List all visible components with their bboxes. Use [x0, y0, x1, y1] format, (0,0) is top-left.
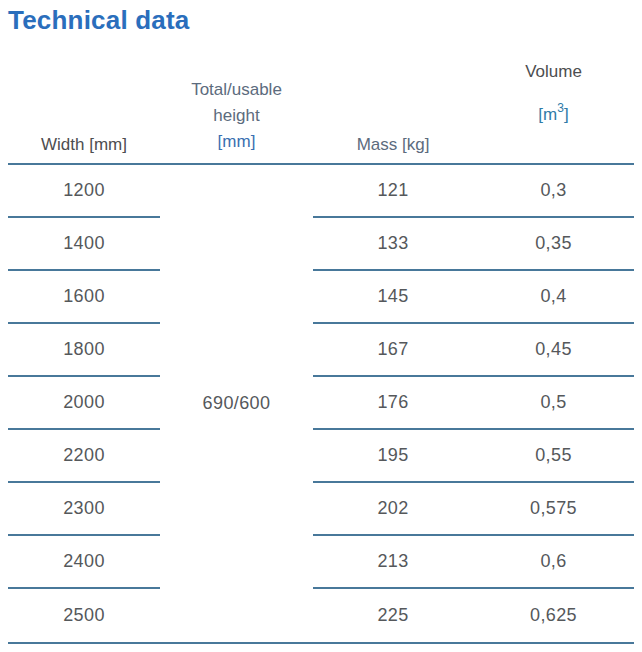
mass-cell: 176 [313, 377, 473, 430]
volume-cell: 0,6 [473, 536, 634, 589]
width-cell: 1400 [8, 218, 160, 271]
height-cell-spacer [160, 430, 313, 483]
table-body: 1200 121 0,3 1400 133 0,35 1600 145 0,4 … [8, 165, 634, 644]
volume-cell: 0,625 [473, 589, 634, 642]
column-header-mass-label: Mass [kg] [357, 135, 430, 154]
column-header-height: Total/usable height [mm] [160, 77, 313, 163]
height-cell-spacer [160, 218, 313, 271]
column-header-width: Width [mm] [8, 135, 160, 163]
width-cell: 1200 [8, 165, 160, 218]
column-header-mass: Mass [kg] [313, 135, 473, 163]
volume-cell: 0,3 [473, 165, 634, 218]
volume-unit-open: [m [538, 105, 557, 124]
width-cell: 2400 [8, 536, 160, 589]
volume-unit-superscript: 3 [557, 101, 564, 115]
width-cell: 1600 [8, 271, 160, 324]
height-cell-spacer [160, 324, 313, 377]
height-cell-spacer [160, 271, 313, 324]
mass-cell: 145 [313, 271, 473, 324]
volume-cell: 0,5 [473, 377, 634, 430]
table-row: 1800 167 0,45 [8, 324, 634, 377]
table-row: 2200 195 0,55 [8, 430, 634, 483]
mass-cell: 195 [313, 430, 473, 483]
table-row: 1200 121 0,3 [8, 165, 634, 218]
width-cell: 2500 [8, 589, 160, 642]
table-row: 1600 145 0,4 [8, 271, 634, 324]
column-header-width-label: Width [mm] [41, 135, 127, 154]
column-header-volume-unit: [m3] [473, 102, 634, 128]
merged-height-cell: 690/600 [160, 377, 313, 430]
volume-cell: 0,35 [473, 218, 634, 271]
table-row: 2300 202 0,575 [8, 483, 634, 536]
table-row: 2400 213 0,6 [8, 536, 634, 589]
mass-cell: 121 [313, 165, 473, 218]
volume-cell: 0,45 [473, 324, 634, 377]
table-row: 2500 225 0,625 [8, 589, 634, 642]
mass-cell: 213 [313, 536, 473, 589]
height-cell-spacer [160, 589, 313, 642]
page-title: Technical data [8, 5, 642, 35]
height-cell-spacer [160, 165, 313, 218]
technical-data-page: Technical data Width [mm] Total/usable h… [0, 0, 642, 652]
height-cell-spacer [160, 483, 313, 536]
volume-cell: 0,55 [473, 430, 634, 483]
width-cell: 2000 [8, 377, 160, 430]
column-header-height-label-line2: height [160, 103, 313, 129]
table-header-row: Width [mm] Total/usable height [mm] Mass… [8, 55, 634, 165]
volume-unit-close: ] [564, 105, 569, 124]
column-header-volume-label: Volume [473, 59, 634, 85]
height-cell-spacer [160, 536, 313, 589]
table-row: 2000 690/600 176 0,5 [8, 377, 634, 430]
mass-cell: 202 [313, 483, 473, 536]
volume-cell: 0,4 [473, 271, 634, 324]
width-cell: 1800 [8, 324, 160, 377]
technical-data-table: Width [mm] Total/usable height [mm] Mass… [8, 55, 634, 644]
column-header-height-unit: [mm] [160, 129, 313, 155]
column-header-volume: Volume [m3] [473, 59, 634, 128]
column-header-height-label-line1: Total/usable [160, 77, 313, 103]
volume-cell: 0,575 [473, 483, 634, 536]
table-row: 1400 133 0,35 [8, 218, 634, 271]
mass-cell: 225 [313, 589, 473, 642]
mass-cell: 167 [313, 324, 473, 377]
width-cell: 2300 [8, 483, 160, 536]
width-cell: 2200 [8, 430, 160, 483]
mass-cell: 133 [313, 218, 473, 271]
